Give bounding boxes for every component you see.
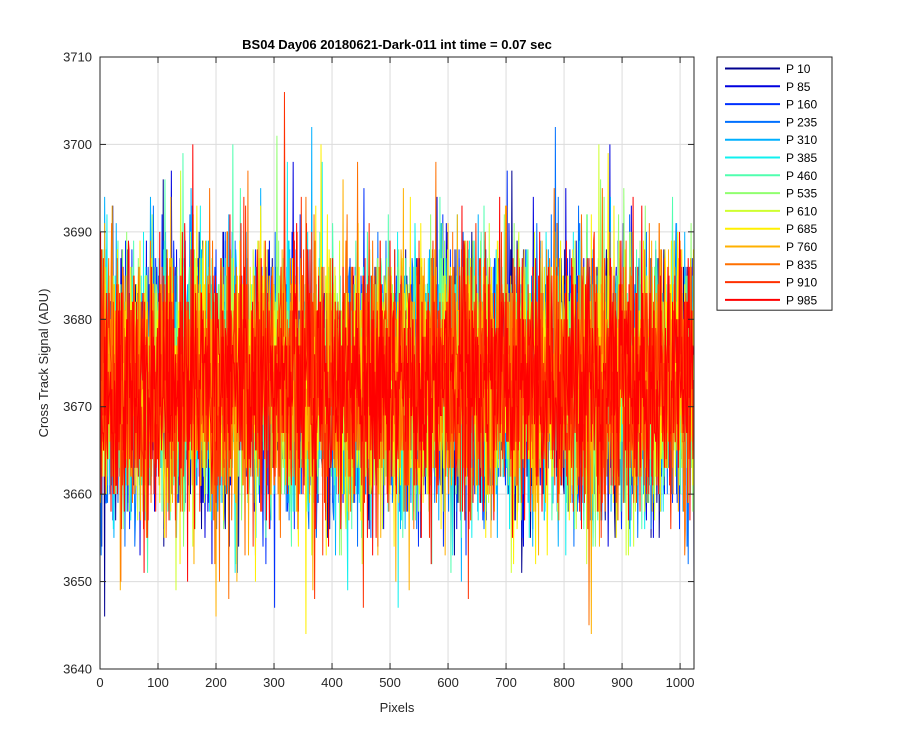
y-tick-label: 3670: [63, 399, 92, 414]
legend-label: P 385: [786, 151, 817, 165]
x-tick-label: 100: [147, 675, 169, 690]
x-axis-label: Pixels: [380, 700, 415, 715]
x-tick-label: 500: [379, 675, 401, 690]
x-tick-label: 800: [553, 675, 575, 690]
x-tick-label: 700: [495, 675, 517, 690]
x-tick-label: 400: [321, 675, 343, 690]
legend-label: P 310: [786, 133, 817, 147]
legend-label: P 85: [786, 80, 811, 94]
x-tick-label: 0: [96, 675, 103, 690]
x-tick-label: 300: [263, 675, 285, 690]
series-line: [100, 144, 694, 582]
legend-label: P 760: [786, 240, 817, 254]
y-tick-label: 3680: [63, 312, 92, 327]
legend-label: P 160: [786, 98, 817, 112]
legend-label: P 10: [786, 62, 811, 76]
legend-box: [716, 56, 833, 311]
y-axis-label: Cross Track Signal (ADU): [36, 289, 51, 438]
y-tick-label: 3710: [63, 50, 92, 65]
chart-title: BS04 Day06 20180621-Dark-011 int time = …: [242, 37, 552, 52]
y-axis: 3640 3650 3660 3670 3680 3690 3700 3710: [63, 50, 694, 677]
x-tick-label: 200: [205, 675, 227, 690]
legend-label: P 610: [786, 204, 817, 218]
legend-label: P 985: [786, 293, 817, 307]
y-tick-label: 3660: [63, 487, 92, 502]
x-axis: 0 100 200 300 400 500 600 700 800 900 1000: [96, 57, 695, 690]
legend-label: P 685: [786, 222, 817, 236]
legend-label: P 235: [786, 115, 817, 129]
y-tick-label: 3650: [63, 574, 92, 589]
y-tick-label: 3690: [63, 224, 92, 239]
x-tick-label: 900: [611, 675, 633, 690]
legend-label: P 535: [786, 187, 817, 201]
legend-label: P 910: [786, 276, 817, 290]
y-tick-label: 3700: [63, 137, 92, 152]
axes-box: [99, 56, 695, 670]
legend-label: P 835: [786, 258, 817, 272]
y-tick-label: 3640: [63, 662, 92, 677]
plot-lines: [100, 91, 695, 635]
legend: P 10 P 85 P 160 P 235 P 310 P 385 P 460 P 535 P …: [716, 56, 833, 311]
legend-label: P 460: [786, 169, 817, 183]
x-tick-label: 600: [437, 675, 459, 690]
x-tick-label: 1000: [666, 675, 695, 690]
